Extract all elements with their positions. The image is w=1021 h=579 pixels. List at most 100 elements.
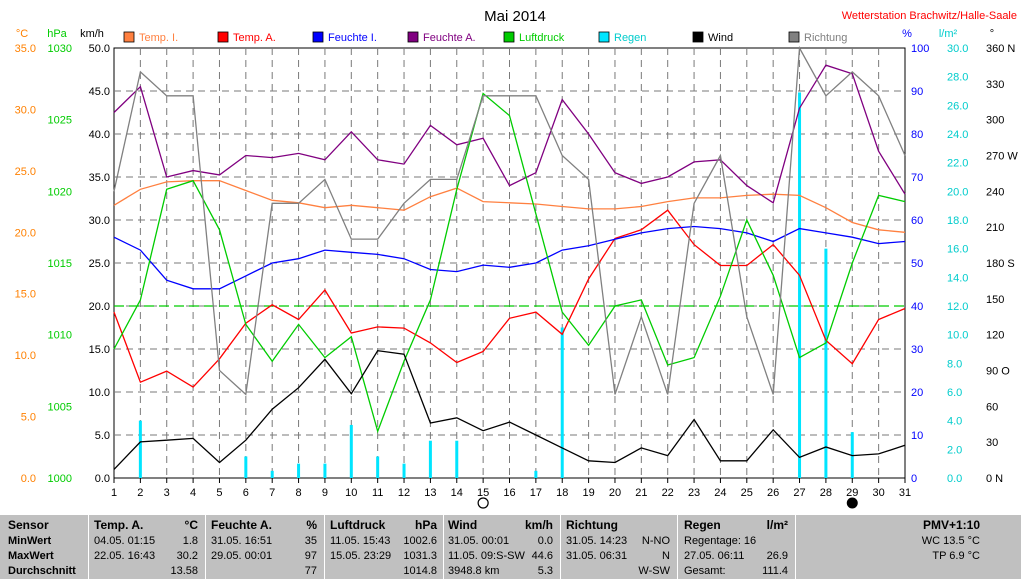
- legend-label: Luftdruck: [519, 32, 565, 44]
- rain-bar: [534, 470, 538, 478]
- legend-item: Richtung: [788, 31, 847, 44]
- x-tick-label: 10: [345, 487, 357, 499]
- stats-wind-min-value: 0.0: [537, 535, 553, 547]
- axis-tick-label-humidity: 20: [911, 387, 923, 399]
- axis-tick-label-humidity: 10: [911, 430, 923, 442]
- stats-temp-column: Temp. A. °C 04.05. 01:15 1.8 22.05. 16:43 3…: [94, 515, 202, 579]
- axis-tick-label-direction: 240: [986, 186, 1004, 198]
- axis-tick-label-temp: 10.0: [15, 350, 36, 362]
- stats-rain-unit: l/m²: [766, 518, 788, 532]
- stats-rain-total: 111.4: [762, 565, 788, 577]
- stats-pressure-min-value: 1002.6: [403, 535, 437, 547]
- stats-avg-label: Durchschnitt: [8, 565, 76, 577]
- stats-pmv-tp: TP 6.9 °C: [932, 550, 980, 562]
- chart-legend: Temp. I. Temp. A. Feuchte I. Feuchte A. Luft…: [123, 31, 847, 44]
- axis-tick-label-humidity: 70: [911, 172, 923, 184]
- x-tick-label: 20: [609, 487, 621, 499]
- stats-temp-min-value: 1.8: [182, 535, 198, 547]
- stats-wind-total: 3948.8 km: [448, 565, 500, 577]
- axis-unit-pressure: hPa: [47, 28, 67, 40]
- axis-unit-temp: °C: [16, 28, 28, 40]
- legend-label: Richtung: [804, 32, 847, 44]
- stats-temp-max-value: 30.2: [176, 550, 198, 562]
- x-tick-label: 12: [398, 487, 410, 499]
- axis-tick-label-direction: 210: [986, 222, 1004, 234]
- axis-tick-label-pressure: 1000: [48, 473, 72, 485]
- stats-direction-max-value: N: [662, 550, 670, 562]
- axis-tick-label-pressure: 1010: [48, 330, 72, 342]
- x-tick-label: 16: [503, 487, 515, 499]
- x-tick-label: 29: [846, 487, 858, 499]
- axis-tick-label-direction: 0 N: [986, 473, 1003, 485]
- x-tick-label: 27: [793, 487, 805, 499]
- axis-tick-label-rain: 30.0: [947, 43, 968, 55]
- legend-swatch: [217, 31, 229, 43]
- legend-swatch: [598, 31, 610, 43]
- axis-tick-label-rain: 22.0: [947, 158, 968, 170]
- rain-bar: [455, 440, 459, 478]
- axis-tick-label-rain: 18.0: [947, 215, 968, 227]
- axis-tick-label-rain: 24.0: [947, 129, 968, 141]
- rain-bar: [560, 327, 564, 478]
- axis-tick-label-wind: 25.0: [89, 258, 110, 270]
- legend-label: Temp. I.: [139, 32, 178, 44]
- x-tick-label: 28: [820, 487, 832, 499]
- stats-humidity-max-value: 97: [304, 550, 317, 562]
- new-moon-icon: [846, 497, 858, 509]
- stats-temp-avg: 13.58: [170, 565, 198, 577]
- statistics-table: Sensor MinWert MaxWert Durchschnitt Temp…: [0, 515, 1021, 579]
- x-tick-label: 6: [243, 487, 249, 499]
- x-tick-label: 17: [530, 487, 542, 499]
- x-tick-label: 4: [190, 487, 196, 499]
- axis-tick-label-direction: 30: [986, 437, 998, 449]
- axis-tick-label-rain: 2.0: [947, 444, 962, 456]
- chart-grid: [113, 47, 906, 479]
- stats-rain-max-date: 27.05. 06:11: [684, 550, 745, 562]
- axis-tick-label-temp: 15.0: [15, 289, 36, 301]
- stats-wind-title: Wind: [448, 518, 478, 532]
- stats-pressure-column: Luftdruck hPa 11.05. 15:43 1002.6 15.05. 2…: [330, 515, 441, 579]
- plot-frame: [113, 47, 906, 479]
- axis-tick-label-humidity: 30: [911, 344, 923, 356]
- x-tick-label: 26: [767, 487, 779, 499]
- stats-direction-column: Richtung 31.05. 14:23 N-NO 31.05. 06:31 N …: [566, 515, 674, 579]
- axis-tick-label-rain: 16.0: [947, 244, 968, 256]
- x-tick-label: 7: [269, 487, 275, 499]
- axis-tick-label-humidity: 0: [911, 473, 917, 485]
- axis-unit-wind: km/h: [80, 28, 104, 40]
- stats-rain-title: Regen: [684, 518, 721, 532]
- legend-label: Regen: [614, 32, 646, 44]
- legend-swatch: [123, 31, 135, 43]
- axis-tick-label-direction: 90 O: [986, 366, 1010, 378]
- x-tick-label: 15: [477, 487, 489, 499]
- axis-unit-direction: °: [990, 28, 994, 40]
- x-tick-label: 2: [137, 487, 143, 499]
- legend-swatch: [692, 31, 704, 43]
- moon-phases: [477, 497, 858, 509]
- axis-tick-label-pressure: 1025: [48, 115, 72, 127]
- legend-item: Wind: [692, 31, 733, 44]
- axis-tick-label-temp: 20.0: [15, 227, 36, 239]
- legend-swatch: [503, 31, 515, 43]
- x-tick-label: 11: [372, 487, 383, 499]
- x-tick-label: 22: [662, 487, 674, 499]
- stats-rain-column: Regen l/m² Regentage: 16 27.05. 06:11 26.9…: [684, 515, 792, 579]
- legend-label: Feuchte I.: [328, 32, 377, 44]
- axis-tick-label-rain: 10.0: [947, 330, 968, 342]
- stats-pressure-avg: 1014.8: [403, 565, 437, 577]
- stats-wind-avg: 5.3: [537, 565, 553, 577]
- stats-direction-min-value: N-NO: [641, 535, 670, 547]
- x-tick-label: 25: [741, 487, 753, 499]
- x-tick-label: 18: [556, 487, 568, 499]
- stats-rain-max-value: 26.9: [766, 550, 788, 562]
- x-tick-label: 8: [296, 487, 302, 499]
- axis-tick-label-humidity: 80: [911, 129, 923, 141]
- stats-sensor-header: Sensor: [8, 518, 49, 532]
- axis-tick-label-wind: 45.0: [89, 86, 110, 98]
- axis-unit-humidity: %: [902, 28, 912, 40]
- axis-tick-label-humidity: 90: [911, 86, 923, 98]
- legend-label: Wind: [708, 32, 733, 44]
- legend-item: Temp. A.: [217, 31, 276, 44]
- axis-tick-label-humidity: 50: [911, 258, 923, 270]
